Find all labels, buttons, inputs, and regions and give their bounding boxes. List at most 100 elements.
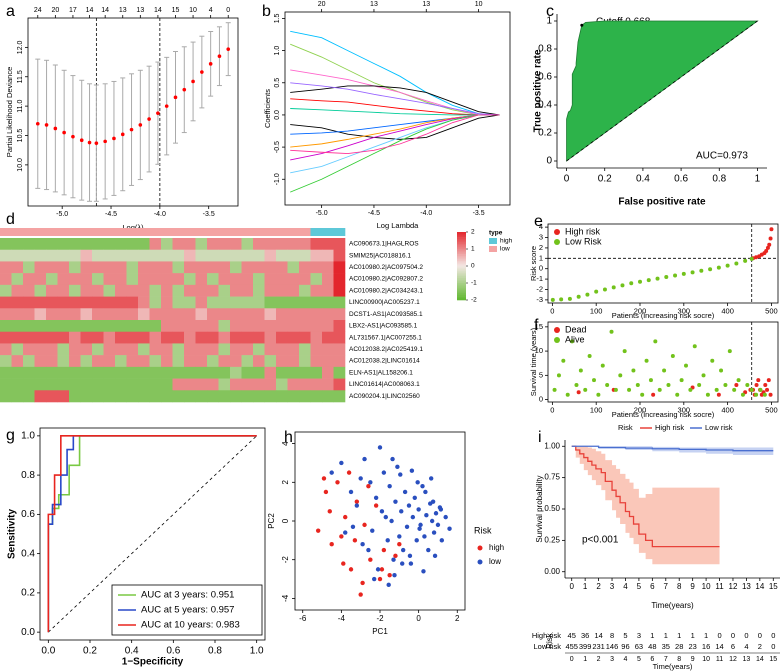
point (443, 514, 448, 520)
column-annotation (11, 228, 24, 236)
point (327, 509, 332, 514)
heatmap-cell (287, 390, 300, 403)
heatmap-cell (310, 390, 323, 403)
point (578, 368, 583, 373)
heatmap-cell (207, 261, 219, 274)
point (406, 503, 412, 508)
point (321, 476, 327, 481)
point (684, 363, 688, 368)
point (400, 547, 406, 553)
heatmap-cell (230, 249, 242, 262)
heatmap-cell (172, 238, 185, 251)
heatmap-cell (138, 284, 150, 297)
top-tick-label: 14 (154, 7, 162, 14)
point (435, 522, 441, 528)
series-line (290, 30, 500, 116)
point (348, 489, 354, 495)
heatmap-cell (34, 238, 47, 251)
point (390, 456, 395, 462)
heatmap-cell (23, 273, 35, 286)
point (409, 468, 415, 473)
x-axis-title: Log Lambda (377, 221, 420, 230)
column-annotation (92, 228, 104, 236)
point (754, 392, 759, 397)
heatmap-cell (184, 261, 196, 274)
colorbar-step (457, 274, 466, 277)
heatmap-cell (80, 284, 93, 297)
heatmap-cell (149, 249, 162, 262)
colorbar-step (457, 294, 466, 297)
table-row-label: Low risk (533, 642, 561, 651)
survival-curve (571, 445, 720, 548)
panel-label: d (6, 211, 15, 228)
heatmap-cell (184, 343, 196, 356)
colorbar-step (457, 257, 466, 260)
column-annotation (57, 228, 70, 236)
heatmap-cell (241, 343, 254, 356)
point (640, 392, 645, 397)
point (561, 358, 566, 363)
heatmap-cell (195, 378, 208, 391)
point (675, 392, 680, 397)
x-tick-label: -5.0 (316, 210, 328, 217)
colorbar-step (457, 271, 466, 274)
heatmap-cell (264, 331, 277, 344)
x-tick-label: 0 (416, 614, 421, 623)
x-tick-label: 400 (721, 405, 734, 414)
point (629, 281, 634, 286)
heatmap-cell (80, 355, 93, 368)
colorbar-label: 2 (471, 229, 475, 236)
heatmap-cell (0, 296, 12, 309)
point (765, 387, 770, 392)
point (402, 489, 408, 495)
point (138, 123, 143, 127)
heatmap-cell (149, 238, 162, 251)
heatmap-cell (322, 331, 334, 344)
heatmap-cell (161, 284, 173, 297)
heatmap-cell (253, 308, 265, 321)
point (387, 572, 392, 578)
heatmap-cell (103, 284, 116, 297)
panel-label: g (6, 427, 15, 444)
table-tick-label: 3 (610, 656, 614, 663)
heatmap-cell (0, 355, 12, 368)
heatmap-cell (161, 355, 173, 368)
table-cell: 28 (675, 642, 683, 651)
x-tick-label: 0.2 (598, 174, 612, 185)
point (381, 547, 387, 553)
point (414, 538, 419, 543)
table-tick-label: 12 (729, 656, 737, 663)
heatmap-cell (310, 366, 323, 379)
x-tick-label: 200 (634, 306, 647, 315)
colorbar-step (457, 281, 466, 284)
heatmap-cell (218, 296, 231, 309)
heatmap-cell (149, 320, 162, 333)
heatmap-cell (333, 238, 346, 251)
heatmap-cell (126, 378, 139, 391)
point (408, 561, 414, 566)
heatmap-cell (46, 261, 58, 274)
heatmap-cell (172, 366, 185, 379)
x-tick-label: 0 (550, 405, 554, 414)
heatmap-cell (161, 378, 173, 391)
heatmap-cell (103, 378, 116, 391)
y-tick-label: 4 (281, 441, 290, 446)
top-tick-label: 14 (86, 7, 94, 14)
heatmap-cell (103, 308, 116, 321)
heatmap-cell (0, 261, 12, 274)
heatmap-cell (149, 308, 162, 321)
column-annotation (80, 228, 93, 236)
heatmap-cell (184, 366, 196, 379)
heatmap-cell (103, 249, 116, 262)
x-tick-label: 0 (569, 582, 574, 591)
plot-frame (547, 223, 779, 304)
point (366, 483, 371, 489)
heatmap-cell (299, 378, 311, 391)
colorbar-step (457, 259, 466, 262)
legend-swatch (554, 239, 560, 245)
heatmap-cell (276, 390, 288, 403)
heatmap-cell (218, 366, 231, 379)
point (749, 387, 754, 392)
colorbar-step (457, 264, 466, 267)
